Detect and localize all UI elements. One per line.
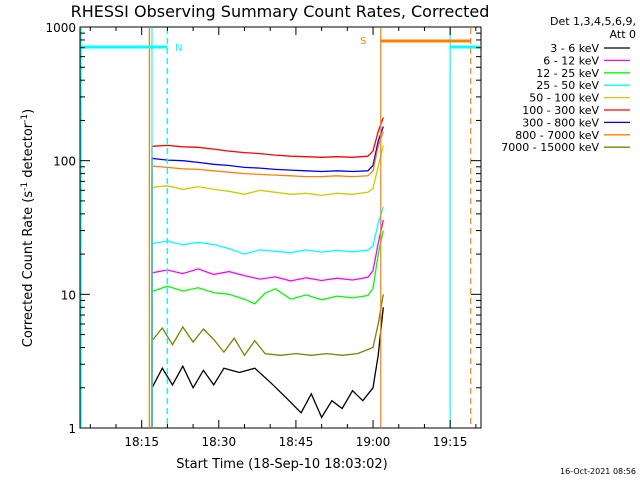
plot-frame xyxy=(79,26,482,429)
legend-label: 3 - 6 keV xyxy=(550,42,599,55)
y-tick-label: 1 xyxy=(68,422,76,436)
series-line-4 xyxy=(151,145,384,427)
x-tick-label: 19:15 xyxy=(433,435,468,449)
y-axis-label-end: ) xyxy=(21,109,36,114)
x-tick-label: 19:00 xyxy=(356,435,391,449)
series-line-5 xyxy=(151,117,384,427)
legend-label: 25 - 50 keV xyxy=(536,79,599,92)
series-layer xyxy=(151,117,384,427)
legend-label: 800 - 7000 keV xyxy=(515,129,599,142)
legend-label: 300 - 800 keV xyxy=(522,116,599,129)
legend-label: 7000 - 15000 keV xyxy=(501,141,599,154)
series-line-1 xyxy=(151,219,384,427)
series-line-6 xyxy=(151,126,384,427)
chart-title: RHESSI Observing Summary Count Rates, Co… xyxy=(71,2,490,21)
legend-label: 12 - 25 keV xyxy=(536,67,599,80)
y-axis-label-mid: detector xyxy=(21,122,36,182)
x-tick-label: 18:30 xyxy=(202,435,237,449)
y-axis-label-main: Corrected Count Rate (s xyxy=(21,191,36,348)
legend-title: Det 1,3,4,5,6,9, xyxy=(550,15,636,28)
night-flag-label: N xyxy=(175,43,182,54)
saa-flag-label: S xyxy=(360,36,366,47)
y-tick-label: 10 xyxy=(61,288,76,302)
series-line-0 xyxy=(151,307,384,427)
x-tick-label: 18:45 xyxy=(279,435,314,449)
series-line-7 xyxy=(151,131,384,427)
series-line-2 xyxy=(151,230,384,427)
y-tick-label: 1000 xyxy=(45,21,76,35)
y-axis-label-exp2: -1 xyxy=(20,114,30,123)
series-line-8 xyxy=(151,294,384,427)
y-axis-label-exp1: -1 xyxy=(20,182,30,191)
series-line-3 xyxy=(151,206,384,427)
legend-att: Att 0 xyxy=(610,28,636,41)
legend-label: 6 - 12 keV xyxy=(543,54,599,67)
y-tick-label: 100 xyxy=(53,155,76,169)
y-axis: 1 10 100 1000 xyxy=(45,21,481,436)
x-tick-label: 18:15 xyxy=(124,435,159,449)
legend-label: 50 - 100 keV xyxy=(529,92,599,105)
timestamp: 16-Oct-2021 08:56 xyxy=(560,467,636,476)
flags-layer: NS xyxy=(80,28,480,427)
legend-label: 100 - 300 keV xyxy=(522,104,599,117)
x-axis: 18:15 18:30 18:45 19:00 19:15 xyxy=(89,27,477,449)
y-axis-label: Corrected Count Rate (s-1 detector-1) xyxy=(20,109,36,347)
x-axis-label: Start Time (18-Sep-10 18:03:02) xyxy=(176,457,387,472)
